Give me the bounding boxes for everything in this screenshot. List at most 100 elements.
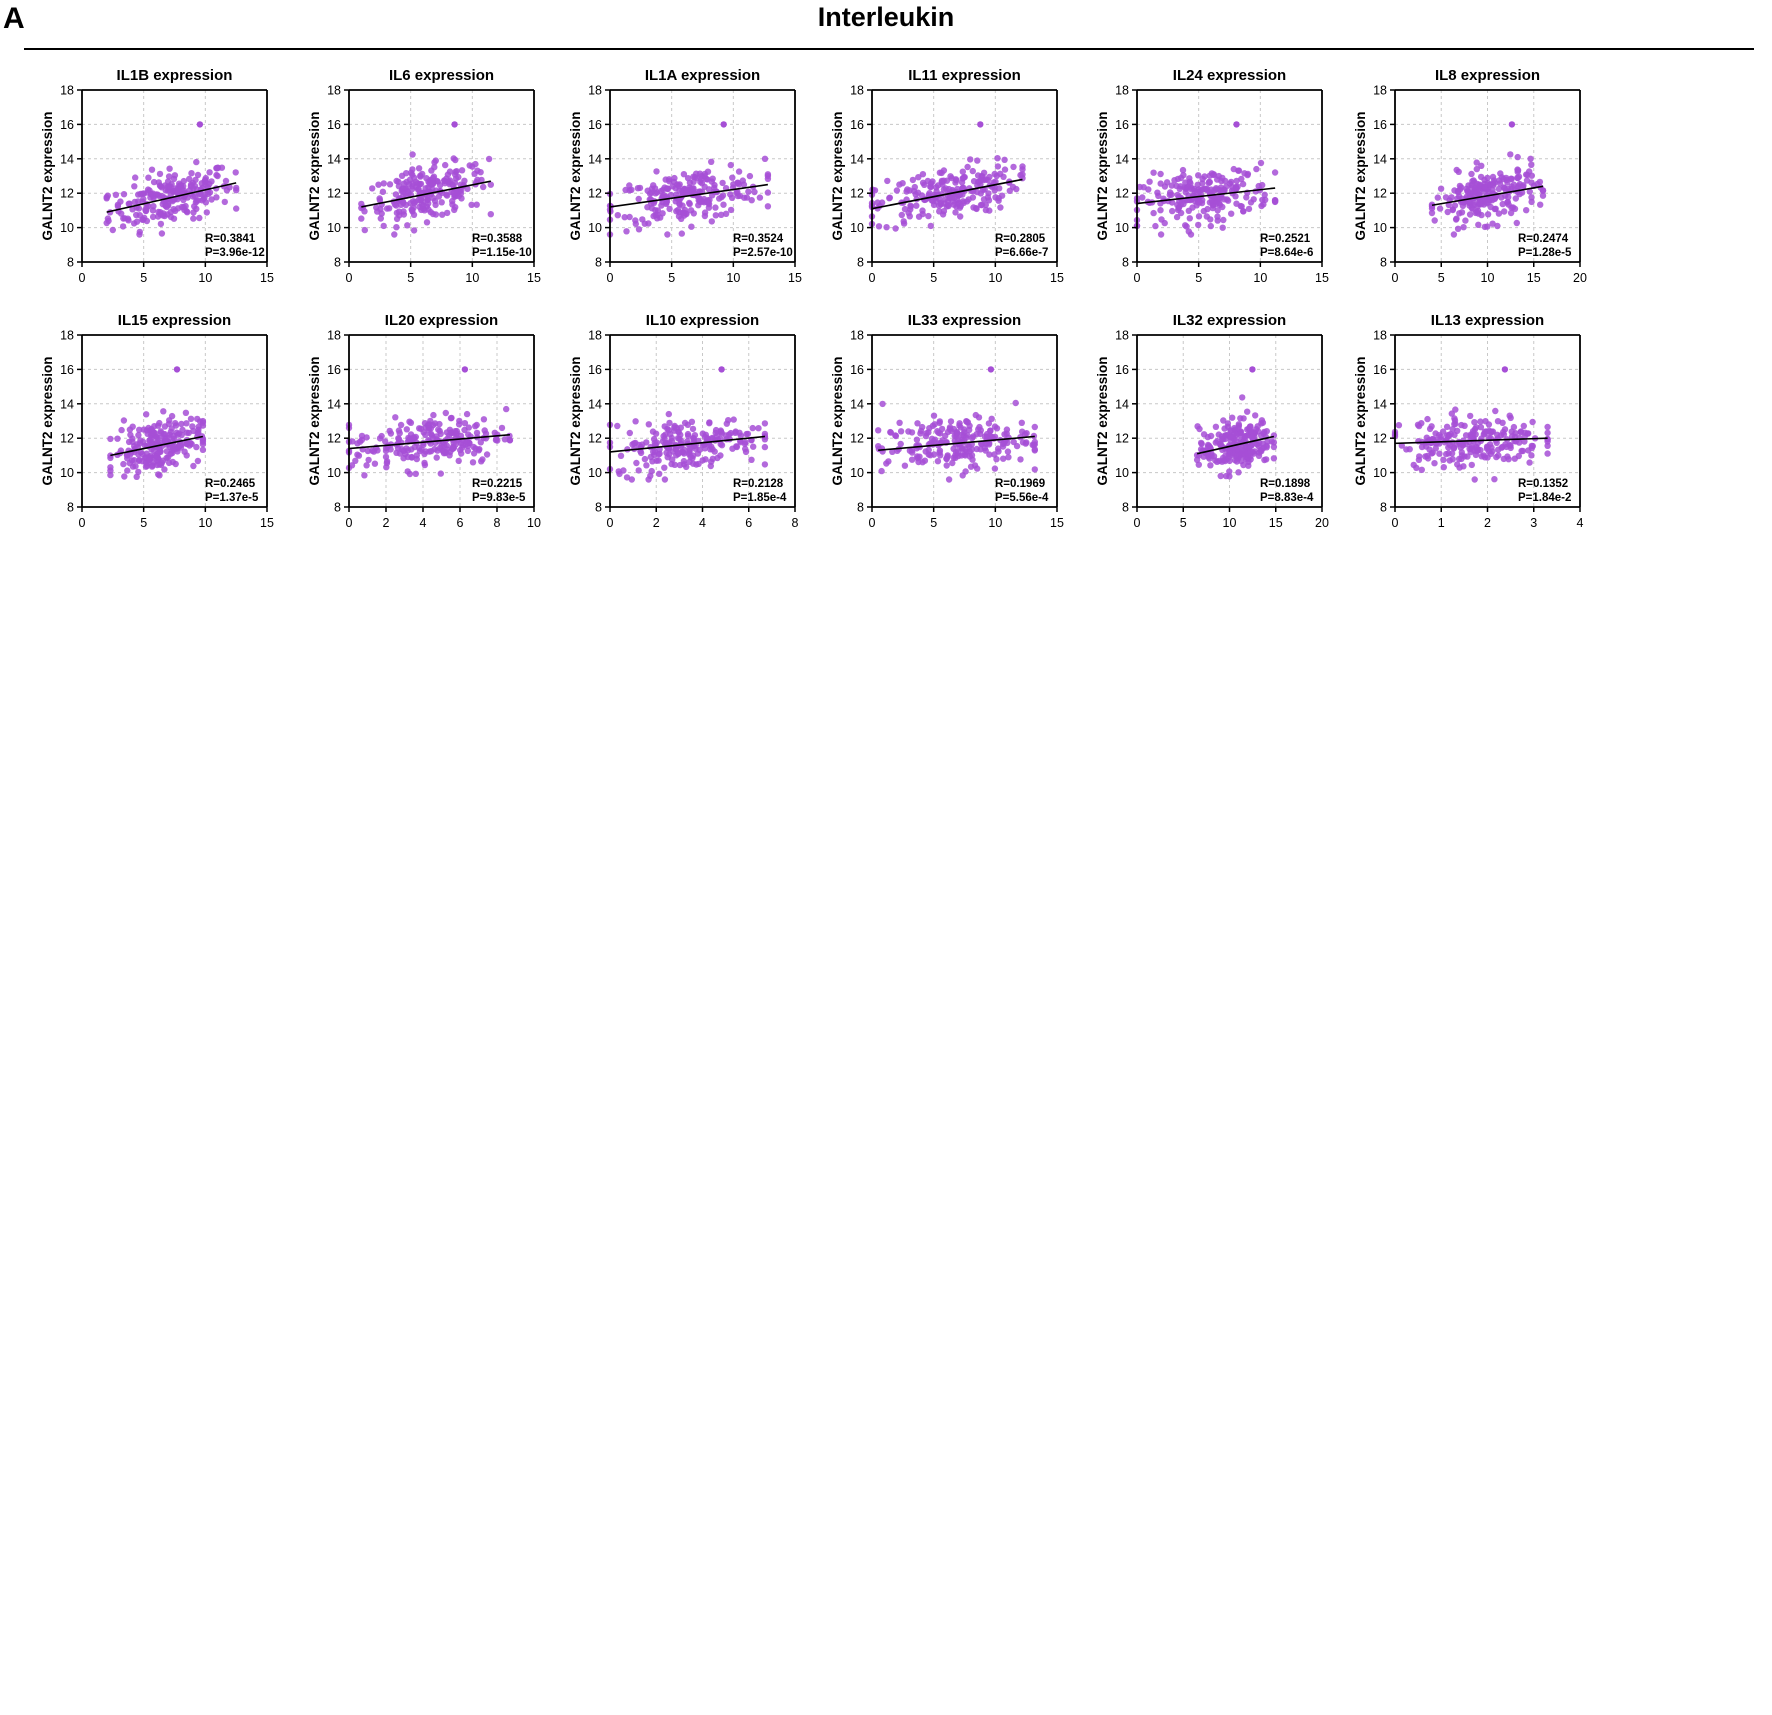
- data-point: [192, 199, 200, 206]
- x-tick-label: 0: [79, 516, 86, 530]
- data-point: [187, 415, 195, 422]
- data-point: [146, 437, 153, 444]
- data-point: [671, 461, 678, 468]
- data-point: [1445, 432, 1452, 440]
- data-point: [979, 186, 987, 194]
- data-point: [740, 181, 748, 188]
- data-point: [425, 427, 432, 434]
- data-point: [162, 436, 169, 443]
- y-tick-label: 14: [60, 397, 74, 411]
- x-tick-label: 0: [1134, 271, 1141, 285]
- x-tick-label: 10: [465, 271, 479, 285]
- data-point: [386, 181, 394, 188]
- data-point: [656, 470, 663, 477]
- data-point: [157, 220, 165, 228]
- data-point: [892, 432, 899, 439]
- data-point: [194, 430, 201, 437]
- data-point: [1248, 434, 1256, 441]
- data-point: [1169, 207, 1176, 215]
- data-point: [441, 441, 448, 449]
- x-tick-label: 15: [260, 271, 274, 285]
- data-point: [380, 180, 387, 187]
- data-point: [695, 202, 702, 209]
- p-value: P=2.57e-10: [733, 247, 793, 259]
- data-point: [1526, 188, 1533, 195]
- data-point: [712, 426, 720, 434]
- data-point: [1186, 175, 1193, 182]
- y-tick-label: 10: [1373, 221, 1387, 235]
- data-point: [1468, 204, 1475, 212]
- data-point: [712, 212, 719, 219]
- data-point: [899, 180, 906, 187]
- data-point: [126, 426, 134, 433]
- y-tick-label: 16: [1115, 363, 1129, 377]
- data-point: [705, 186, 713, 193]
- data-point: [1173, 213, 1181, 221]
- data-point: [1454, 189, 1462, 196]
- data-point: [379, 188, 387, 195]
- data-point: [921, 181, 928, 188]
- y-tick-label: 14: [327, 152, 341, 166]
- data-point: [659, 438, 667, 445]
- data-point: [955, 199, 963, 206]
- data-point: [449, 445, 456, 453]
- data-point: [969, 167, 976, 175]
- data-point: [950, 201, 958, 208]
- r-value: R=0.3841: [205, 233, 256, 245]
- y-tick-label: 10: [327, 466, 341, 480]
- data-point: [121, 473, 128, 480]
- data-point: [727, 191, 734, 198]
- data-point: [412, 178, 420, 186]
- data-point: [1004, 448, 1012, 455]
- data-point: [458, 450, 465, 457]
- data-point: [906, 187, 913, 194]
- data-point: [455, 457, 462, 465]
- data-point: [878, 467, 885, 475]
- data-point: [410, 227, 418, 234]
- data-point: [1185, 207, 1192, 214]
- data-point: [628, 476, 635, 483]
- plot-title: IL1B expression: [117, 67, 233, 84]
- r-value: R=0.3588: [472, 233, 523, 245]
- data-point: [939, 211, 947, 218]
- data-point: [734, 188, 741, 196]
- data-point: [1471, 419, 1478, 426]
- data-point: [1010, 438, 1017, 446]
- data-point: [371, 460, 379, 467]
- data-point: [199, 446, 207, 453]
- data-point: [169, 449, 176, 457]
- data-point: [181, 448, 188, 455]
- data-point: [153, 453, 160, 460]
- data-point: [686, 179, 694, 186]
- data-point: [1217, 472, 1224, 480]
- data-point: [963, 418, 970, 425]
- data-point: [423, 175, 430, 182]
- data-point: [406, 470, 414, 478]
- data-point: [704, 436, 711, 443]
- data-point: [921, 457, 929, 464]
- data-point: [1157, 180, 1164, 187]
- data-point: [1526, 459, 1533, 466]
- y-tick-label: 8: [595, 501, 602, 515]
- regression-line: [609, 183, 768, 208]
- regression-line: [878, 435, 1035, 452]
- data-point: [420, 202, 427, 209]
- data-point: [365, 456, 372, 464]
- data-point: [742, 439, 749, 446]
- data-point: [674, 435, 682, 442]
- data-point: [1495, 210, 1503, 217]
- data-point: [748, 197, 755, 204]
- data-point: [393, 224, 400, 231]
- data-point: [1220, 417, 1227, 424]
- data-point: [1473, 208, 1480, 216]
- p-value: P=1.37e-5: [205, 492, 259, 504]
- data-point: [139, 458, 146, 465]
- data-point: [1006, 187, 1013, 194]
- data-point: [196, 418, 204, 425]
- data-point: [909, 176, 917, 184]
- data-point: [690, 460, 697, 467]
- data-point: [1520, 422, 1527, 430]
- data-point: [1157, 231, 1165, 238]
- data-point: [718, 366, 725, 373]
- data-point: [915, 458, 922, 466]
